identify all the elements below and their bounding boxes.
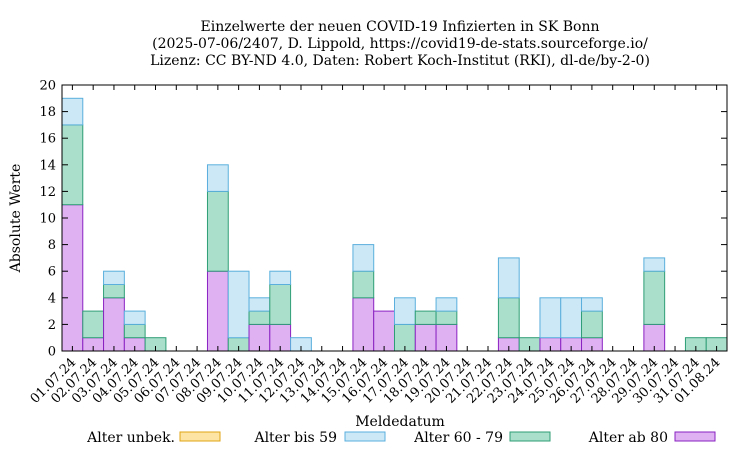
y-tick-label: 0 <box>48 345 56 360</box>
bar-segment <box>206 190 229 272</box>
y-tick-label: 6 <box>48 265 56 280</box>
bar-segment <box>394 297 416 325</box>
legend-label: Alter ab 80 <box>588 430 668 446</box>
bar-segment <box>581 310 603 339</box>
bar-segment <box>497 257 520 299</box>
y-tick-label: 10 <box>39 212 56 227</box>
legend-label: Alter bis 59 <box>253 430 337 446</box>
y-axis-label: Absolute Werte <box>8 164 24 274</box>
legend-swatch <box>674 431 716 442</box>
legend-label: Alter unbek. <box>86 430 175 446</box>
legend: Alter unbek. Alter bis 59 Alter 60 - 79 Alt… <box>86 430 716 446</box>
bars-layer <box>61 97 728 352</box>
bar-segment <box>103 270 125 286</box>
y-tick-label: 8 <box>48 238 56 253</box>
bar-segment <box>352 297 375 352</box>
bar-segment <box>435 297 458 312</box>
bar-segment <box>435 310 458 325</box>
bar-segment <box>227 270 250 339</box>
bar-segment <box>103 284 125 299</box>
bar-segment <box>61 204 84 352</box>
bar-segment <box>248 310 271 325</box>
bar-segment <box>414 310 437 325</box>
y-tick-label: 14 <box>39 158 56 173</box>
bar-segment <box>123 310 146 325</box>
title-line-3: Lizenz: CC BY-ND 4.0, Daten: Robert Koch… <box>150 53 650 69</box>
bar-segment <box>373 310 396 352</box>
bar-segment <box>248 297 271 312</box>
title-line-1: Einzelwerte der neuen COVID-19 Infiziert… <box>201 19 600 35</box>
bar-segment <box>269 284 292 325</box>
bar-segment <box>352 244 375 272</box>
bar-segment <box>539 297 562 339</box>
y-tick-label: 2 <box>48 318 56 333</box>
bar-segment <box>497 297 520 339</box>
bar-segment <box>560 297 583 339</box>
bar-segment <box>206 270 229 352</box>
bar-segment <box>643 270 666 325</box>
y-tick-label: 20 <box>39 79 56 94</box>
bar-segment <box>352 270 375 299</box>
bar-segment <box>103 297 125 352</box>
y-tick-label: 16 <box>39 132 56 147</box>
x-axis-label: Meldedatum <box>355 414 445 430</box>
legend-swatch <box>344 431 386 442</box>
bar-segment <box>206 164 229 192</box>
legend-swatch <box>509 431 551 442</box>
legend-swatch <box>179 431 221 442</box>
title-line-2: (2025-07-06/2407, D. Lippold, https://co… <box>152 36 648 52</box>
bar-segment <box>123 323 146 339</box>
y-tick-label: 4 <box>48 291 56 306</box>
axes-layer: 0246810121416182001.07.2402.07.2403.07.2… <box>28 79 728 407</box>
bar-segment <box>581 297 603 312</box>
bar-segment <box>82 310 105 339</box>
y-tick-label: 18 <box>39 105 56 120</box>
legend-label: Alter 60 - 79 <box>413 430 503 446</box>
y-tick-label: 12 <box>39 185 56 200</box>
bar-segment <box>643 257 666 272</box>
bar-segment <box>269 270 292 286</box>
chart-title: Einzelwerte der neuen COVID-19 Infiziert… <box>150 19 650 69</box>
